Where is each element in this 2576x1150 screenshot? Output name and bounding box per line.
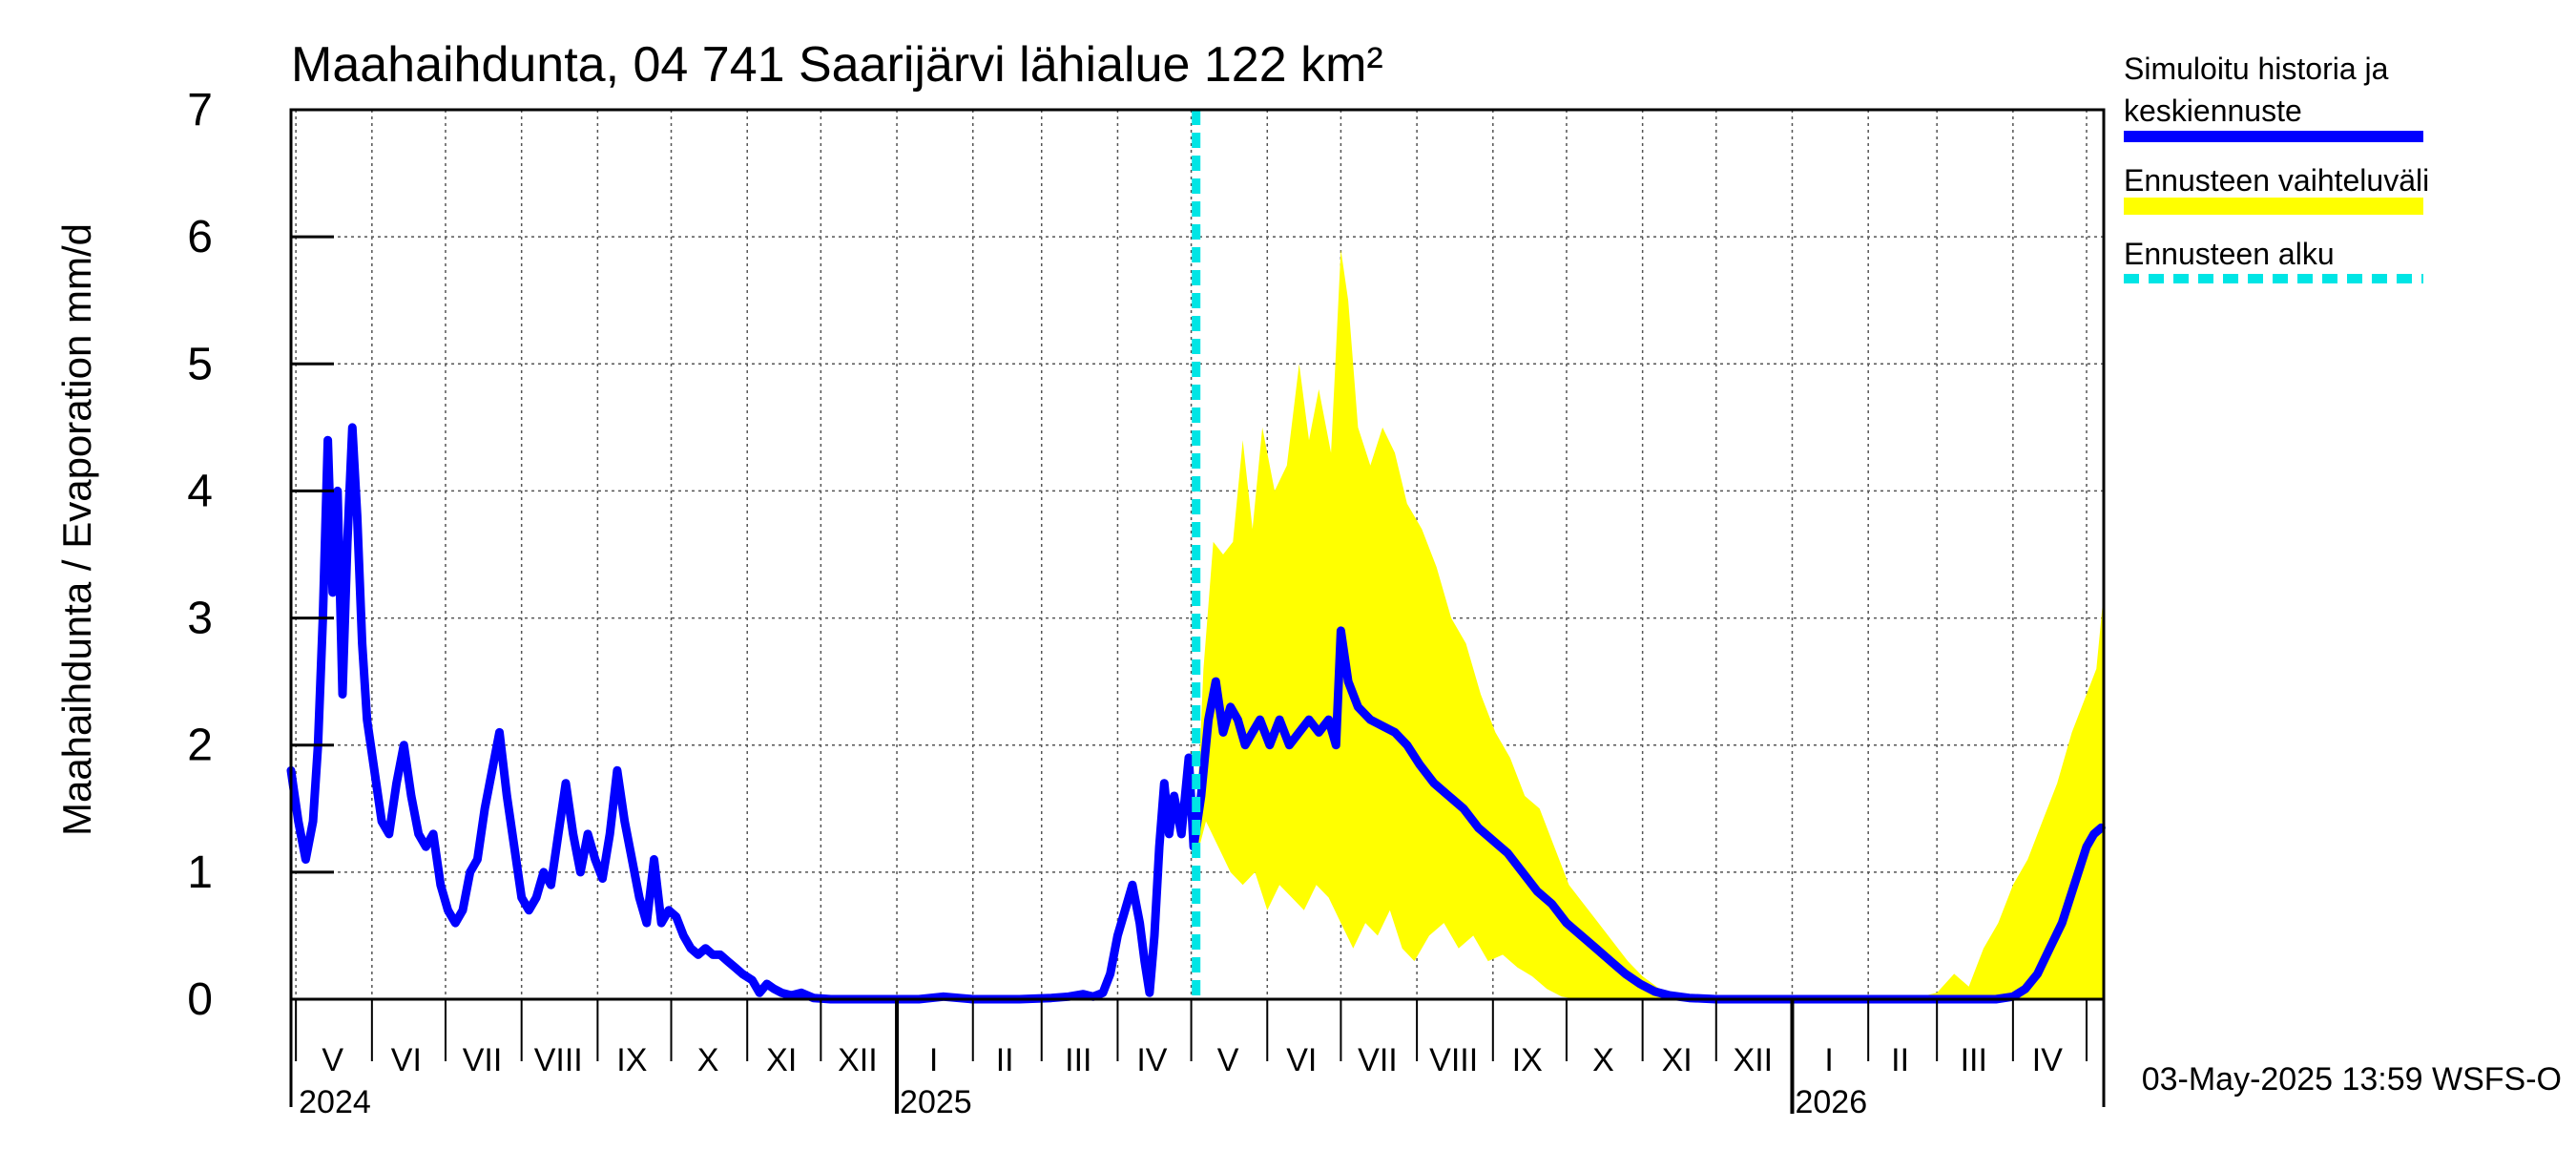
- x-month-label: XII: [1734, 1042, 1774, 1078]
- x-month-label: V: [322, 1042, 343, 1078]
- forecast-band: [1195, 249, 2104, 999]
- y-tick-label: 1: [187, 847, 213, 898]
- x-year-label: 2024: [299, 1084, 371, 1120]
- legend-label-series-line1: Simuloitu historia ja: [2124, 52, 2389, 86]
- legend: Simuloitu historia ja keskiennuste Ennus…: [2124, 52, 2429, 283]
- x-month-label: VI: [391, 1042, 422, 1078]
- x-month-label: VII: [1358, 1042, 1398, 1078]
- y-axis-label: Maahaihdunta / Evaporation mm/d: [54, 223, 99, 836]
- x-year-label: 2025: [900, 1084, 972, 1120]
- x-month-label: I: [929, 1042, 938, 1078]
- x-month-label: IX: [616, 1042, 647, 1078]
- x-month-label: III: [1961, 1042, 1987, 1078]
- chart-title: Maahaihdunta, 04 741 Saarijärvi lähialue…: [291, 37, 1383, 93]
- x-month-label: VI: [1286, 1042, 1317, 1078]
- y-axis-ticks: 0 1 2 3 4 5 6 7: [187, 85, 334, 1025]
- x-month-label: X: [697, 1042, 719, 1078]
- legend-label-forecast-start: Ennusteen alku: [2124, 237, 2335, 271]
- x-month-label: V: [1217, 1042, 1239, 1078]
- x-month-label: VIII: [1429, 1042, 1478, 1078]
- y-tick-label: 7: [187, 85, 213, 136]
- x-month-label: XII: [838, 1042, 878, 1078]
- x-month-label: IV: [2032, 1042, 2063, 1078]
- y-tick-label: 3: [187, 594, 213, 644]
- footer-timestamp: 03-May-2025 13:59 WSFS-O: [2142, 1061, 2562, 1098]
- x-month-label: XI: [1662, 1042, 1693, 1078]
- x-month-label: III: [1065, 1042, 1091, 1078]
- y-tick-label: 2: [187, 721, 213, 771]
- x-month-label: X: [1592, 1042, 1614, 1078]
- y-tick-label: 5: [187, 339, 213, 389]
- legend-label-band: Ennusteen vaihteluväli: [2124, 163, 2429, 198]
- x-month-label: XI: [766, 1042, 797, 1078]
- x-month-label: II: [996, 1042, 1014, 1078]
- x-month-label: IX: [1512, 1042, 1543, 1078]
- y-tick-label: 6: [187, 212, 213, 262]
- plot-frame: [289, 108, 2106, 1107]
- forecast-range-band: [1195, 249, 2104, 999]
- x-month-label: IV: [1136, 1042, 1167, 1078]
- y-tick-label: 0: [187, 974, 213, 1025]
- legend-label-series-line2: keskiennuste: [2124, 94, 2302, 128]
- y-tick-label: 4: [187, 466, 213, 516]
- x-year-label: 2026: [1795, 1084, 1867, 1120]
- x-month-label: II: [1891, 1042, 1909, 1078]
- x-month-label: I: [1824, 1042, 1833, 1078]
- x-month-label: VII: [463, 1042, 503, 1078]
- legend-label-series: Simuloitu historia ja keskiennuste: [2124, 52, 2397, 128]
- x-month-label: VIII: [534, 1042, 583, 1078]
- grid-lines: [291, 110, 2104, 999]
- plot-border: [289, 108, 2106, 1001]
